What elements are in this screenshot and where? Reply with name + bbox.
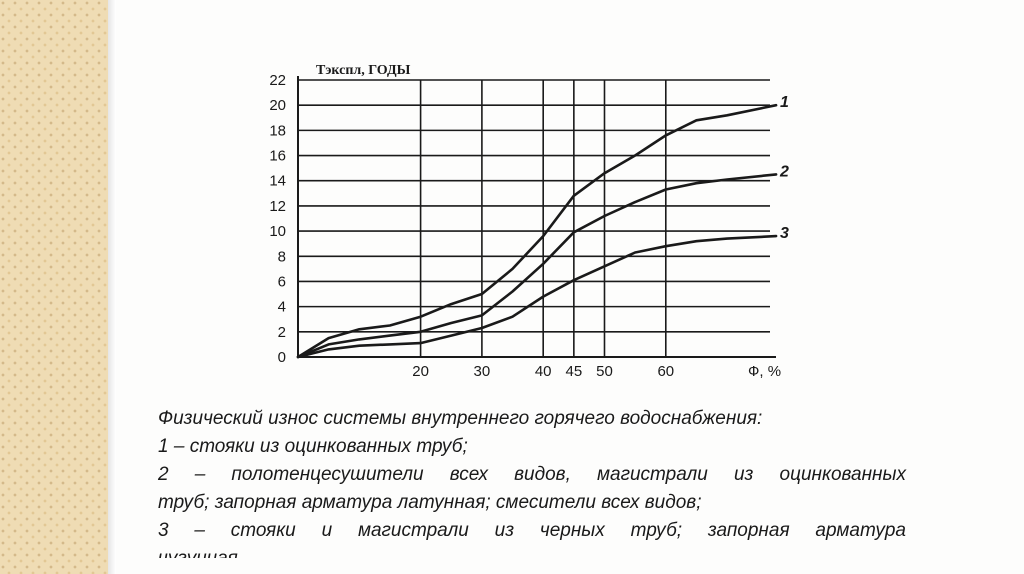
series-line-3 bbox=[296, 234, 778, 359]
series-labels: 1 2 3 bbox=[779, 94, 789, 242]
y-tick-18: 18 bbox=[269, 122, 286, 139]
series-label-2: 2 bbox=[779, 163, 789, 180]
decorative-side-strip bbox=[0, 0, 108, 574]
series-lines bbox=[296, 103, 778, 359]
y-tick-0: 0 bbox=[278, 349, 286, 366]
grid-lines bbox=[297, 76, 776, 358]
series-label-3: 3 bbox=[780, 225, 789, 242]
x-tick-40: 40 bbox=[535, 363, 552, 380]
caption-item-2b: труб; запорная арматура латунная; смесит… bbox=[158, 492, 702, 513]
caption-item-3b: чугунная bbox=[158, 545, 906, 558]
series-label-1: 1 bbox=[780, 94, 789, 111]
y-tick-6: 6 bbox=[278, 273, 286, 290]
y-tick-12: 12 bbox=[269, 198, 286, 215]
y-tick-14: 14 bbox=[269, 173, 286, 190]
x-tick-30: 30 bbox=[474, 363, 491, 380]
x-tick-60: 60 bbox=[657, 363, 674, 380]
y-axis-title: Тэкспл, ГОДЫ bbox=[316, 63, 411, 78]
x-tick-50: 50 bbox=[596, 363, 613, 380]
caption-item-2a: 2 – полотенцесушители всех видов, магист… bbox=[158, 464, 906, 485]
x-axis-unit: Ф, % bbox=[748, 363, 781, 380]
figure-caption: Физический износ системы внутреннего гор… bbox=[158, 405, 906, 558]
strip-shadow bbox=[108, 0, 116, 574]
y-tick-2: 2 bbox=[278, 324, 286, 341]
y-tick-8: 8 bbox=[278, 248, 286, 265]
caption-item-3a: 3 – стояки и магистрали из черных труб; … bbox=[158, 520, 906, 541]
x-tick-labels: 20 30 40 45 50 60 Ф, % bbox=[412, 363, 781, 380]
series-line-2 bbox=[296, 173, 778, 359]
y-tick-22: 22 bbox=[269, 72, 286, 89]
caption-item-1: 1 – стояки из оцинкованных труб; bbox=[158, 436, 468, 457]
slide-page bbox=[116, 0, 1024, 574]
y-tick-4: 4 bbox=[278, 299, 286, 316]
series-line-1 bbox=[296, 103, 778, 359]
x-tick-45: 45 bbox=[566, 363, 583, 380]
y-tick-20: 20 bbox=[269, 97, 286, 114]
y-tick-labels: 0 2 4 6 8 10 12 14 16 18 20 22 bbox=[269, 72, 286, 366]
x-tick-20: 20 bbox=[412, 363, 429, 380]
caption-title: Физический износ системы внутреннего гор… bbox=[158, 408, 763, 429]
y-tick-16: 16 bbox=[269, 148, 286, 165]
y-tick-10: 10 bbox=[269, 223, 286, 240]
